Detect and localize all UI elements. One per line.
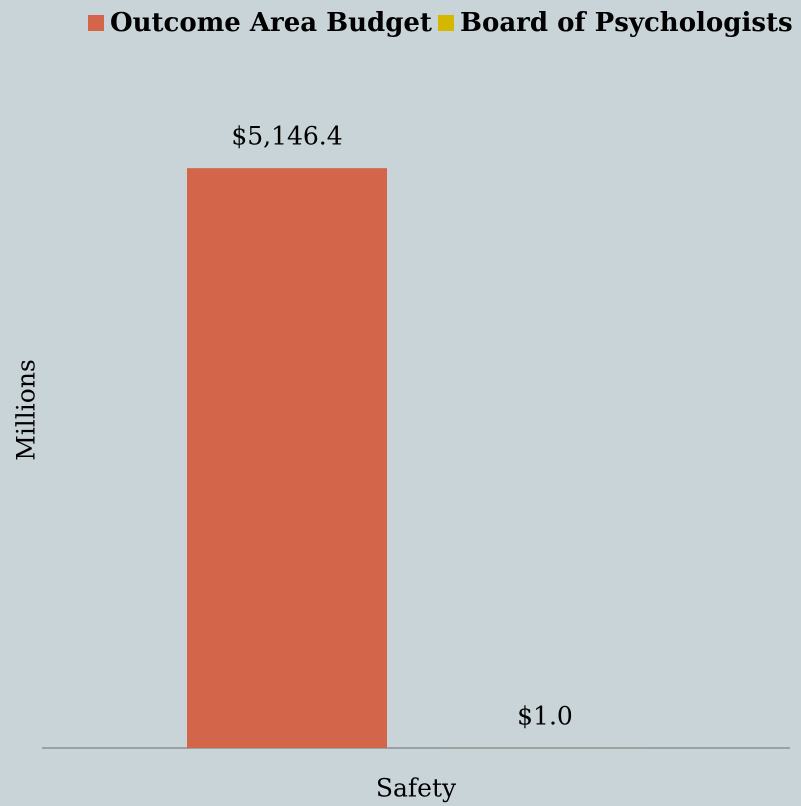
data-label: $1.0 [517,701,573,730]
data-label: $5,146.4 [231,122,342,151]
bar [187,168,387,749]
legend-label: Board of Psychologists [460,8,793,38]
legend-swatch [438,15,454,31]
legend-swatch [88,15,104,31]
x-tick-label: Safety [376,774,457,803]
legend-label: Outcome Area Budget [110,8,432,38]
y-axis-label: Millions [12,359,41,461]
